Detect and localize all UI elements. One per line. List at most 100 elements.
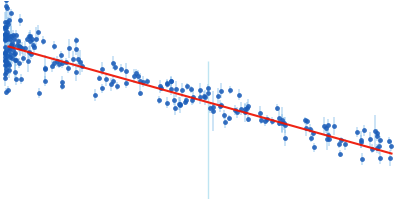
Point — [73, 39, 80, 42]
Point — [310, 132, 317, 135]
Point — [42, 67, 49, 70]
Point — [268, 119, 275, 123]
Point — [3, 0, 9, 2]
Point — [8, 42, 15, 45]
Point — [360, 129, 367, 132]
Point — [301, 119, 308, 122]
Point — [2, 20, 8, 23]
Point — [27, 34, 34, 37]
Point — [5, 88, 12, 91]
Point — [358, 138, 364, 141]
Point — [56, 62, 63, 65]
Point — [2, 52, 8, 55]
Point — [242, 108, 249, 111]
Point — [158, 86, 164, 89]
Point — [63, 60, 69, 63]
Point — [2, 36, 8, 39]
Point — [2, 76, 8, 80]
Point — [110, 79, 116, 82]
Point — [256, 111, 263, 114]
Point — [337, 152, 344, 155]
Point — [366, 138, 373, 141]
Point — [206, 106, 213, 110]
Point — [245, 104, 252, 108]
Point — [5, 62, 11, 65]
Point — [108, 83, 114, 86]
Point — [372, 129, 378, 133]
Point — [40, 39, 46, 42]
Point — [369, 147, 375, 150]
Point — [36, 92, 42, 95]
Point — [262, 120, 268, 123]
Point — [4, 6, 10, 9]
Point — [179, 88, 186, 91]
Point — [354, 131, 361, 134]
Point — [2, 33, 8, 36]
Point — [189, 99, 196, 102]
Point — [3, 90, 9, 93]
Point — [96, 76, 102, 80]
Point — [144, 80, 151, 83]
Point — [173, 87, 180, 90]
Point — [112, 66, 118, 69]
Point — [2, 37, 8, 41]
Point — [387, 157, 394, 160]
Point — [156, 99, 162, 102]
Point — [6, 53, 13, 56]
Point — [164, 101, 170, 104]
Point — [217, 105, 223, 108]
Point — [2, 51, 8, 54]
Point — [2, 59, 8, 62]
Point — [26, 51, 32, 54]
Point — [326, 137, 333, 141]
Point — [10, 49, 16, 52]
Point — [276, 122, 282, 125]
Point — [238, 107, 244, 110]
Point — [8, 56, 15, 59]
Point — [5, 23, 12, 26]
Point — [10, 44, 17, 47]
Point — [2, 45, 9, 48]
Point — [221, 113, 228, 116]
Point — [66, 47, 72, 50]
Point — [15, 39, 22, 42]
Point — [2, 64, 9, 67]
Point — [218, 89, 224, 92]
Point — [325, 124, 331, 127]
Point — [189, 95, 196, 98]
Point — [4, 38, 10, 41]
Point — [232, 108, 238, 112]
Point — [374, 135, 380, 138]
Point — [210, 110, 216, 113]
Point — [324, 138, 330, 141]
Point — [79, 64, 86, 68]
Point — [53, 59, 60, 63]
Point — [308, 136, 314, 139]
Point — [26, 34, 32, 37]
Point — [17, 45, 24, 48]
Point — [139, 80, 146, 83]
Point — [3, 25, 9, 29]
Point — [98, 87, 105, 90]
Point — [6, 68, 12, 71]
Point — [183, 99, 189, 102]
Point — [13, 59, 19, 62]
Point — [184, 84, 190, 88]
Point — [123, 81, 129, 85]
Point — [226, 116, 233, 120]
Point — [2, 73, 8, 76]
Point — [4, 55, 10, 58]
Point — [17, 46, 24, 49]
Point — [8, 11, 14, 14]
Point — [376, 138, 383, 141]
Point — [59, 62, 66, 65]
Point — [258, 118, 264, 121]
Point — [42, 67, 48, 70]
Point — [103, 78, 110, 81]
Point — [377, 156, 384, 159]
Point — [303, 126, 309, 129]
Point — [30, 43, 36, 47]
Point — [279, 118, 286, 122]
Point — [336, 143, 342, 146]
Point — [73, 71, 79, 74]
